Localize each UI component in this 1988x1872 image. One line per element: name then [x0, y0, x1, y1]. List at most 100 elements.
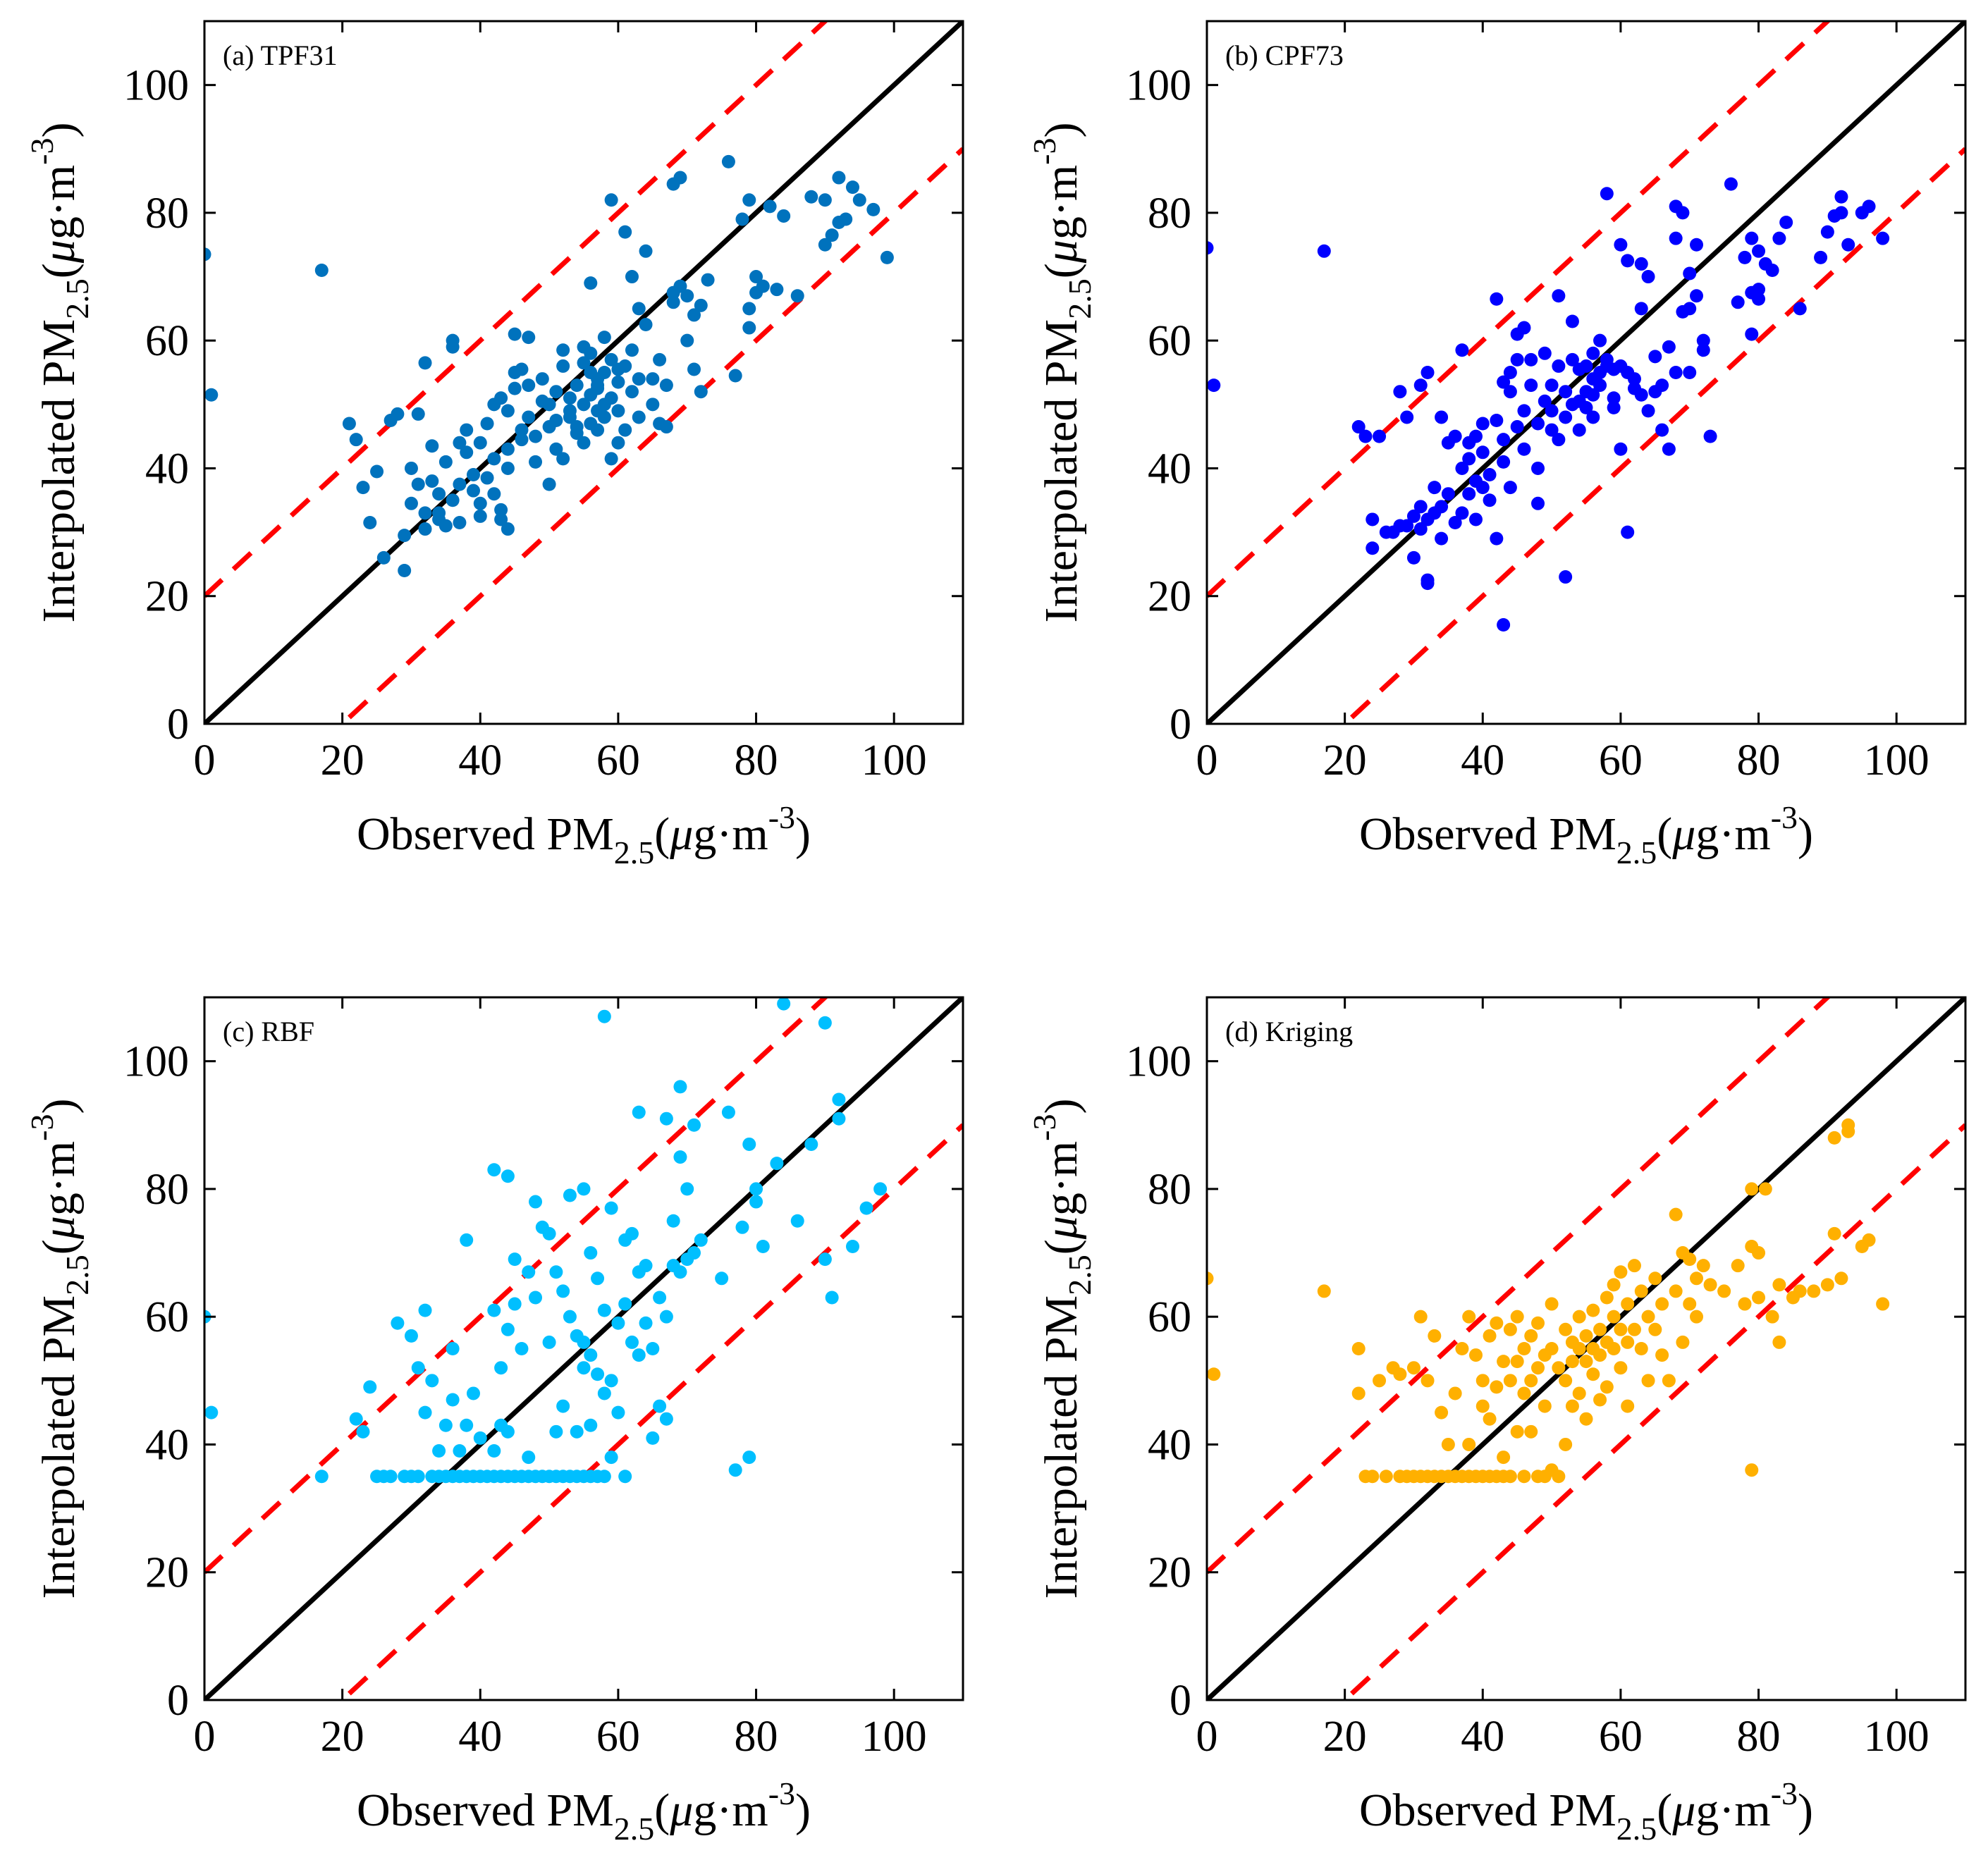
- data-point: [1820, 1278, 1834, 1292]
- data-point: [1475, 445, 1490, 460]
- data-point: [508, 1252, 522, 1267]
- data-point: [1468, 512, 1483, 526]
- y-tick-label: 100: [123, 1038, 189, 1086]
- data-point: [542, 1335, 556, 1349]
- data-point: [1614, 442, 1628, 456]
- x-tick-label: 60: [1599, 1713, 1643, 1761]
- data-point: [1351, 1386, 1366, 1400]
- axis-title-mu: μ: [1036, 1216, 1087, 1240]
- axis-title-subscript: 2.5: [614, 835, 655, 870]
- axis-title-unit-close: ): [33, 122, 85, 137]
- panel-label: (b) CPF73: [1225, 39, 1344, 71]
- data-point: [666, 1214, 680, 1228]
- y-tick-label: 100: [1126, 1038, 1191, 1086]
- data-point: [604, 452, 618, 466]
- bound-line-upper: [1207, 21, 1831, 598]
- bound-line-lower: [1341, 147, 1965, 724]
- data-point: [1545, 404, 1559, 418]
- data-point: [542, 1226, 556, 1240]
- data-point: [1621, 1335, 1635, 1349]
- data-point: [204, 247, 211, 261]
- data-point: [1490, 531, 1504, 546]
- data-point: [1531, 1361, 1545, 1375]
- plot-frame: [1205, 20, 1967, 725]
- x-tick-label: 80: [735, 1713, 778, 1761]
- data-point: [370, 464, 384, 479]
- data-point: [1393, 1367, 1407, 1381]
- data-point: [1593, 333, 1607, 347]
- data-point: [1207, 1271, 1214, 1286]
- data-point: [1524, 1329, 1538, 1343]
- data-point: [438, 455, 453, 469]
- data-point: [1531, 1316, 1545, 1330]
- data-point: [473, 509, 487, 523]
- data-point: [1545, 378, 1559, 393]
- data-point: [1565, 352, 1579, 367]
- x-axis-title: Observed PM2.5(μg·m-3): [357, 799, 811, 870]
- data-point: [1634, 388, 1648, 402]
- data-point: [825, 228, 839, 242]
- data-point: [1517, 442, 1531, 456]
- data-point: [1627, 1322, 1641, 1336]
- data-point: [1648, 1271, 1662, 1286]
- axis-title-unit-open: (: [654, 808, 670, 860]
- data-point: [549, 413, 563, 427]
- axis-title-superscript: -3: [24, 1114, 60, 1140]
- data-point: [1634, 1342, 1648, 1355]
- data-point: [508, 1297, 522, 1311]
- data-point: [818, 1016, 832, 1030]
- axis-title-mu: μ: [669, 1785, 693, 1836]
- data-point: [742, 1137, 756, 1151]
- data-point: [542, 398, 556, 412]
- data-point: [1676, 206, 1690, 220]
- data-point: [1358, 429, 1373, 443]
- x-tick-label: 80: [735, 737, 778, 784]
- data-point: [1393, 385, 1407, 399]
- data-point: [1655, 423, 1669, 437]
- plot-content: [204, 21, 963, 724]
- data-point: [1807, 1284, 1821, 1298]
- data-point: [1600, 187, 1614, 201]
- data-point: [611, 436, 625, 450]
- plot-content: [204, 997, 963, 1700]
- data-point: [494, 503, 508, 517]
- data-point: [1662, 340, 1676, 354]
- data-point: [763, 199, 777, 214]
- x-tick-label: 100: [861, 1713, 927, 1761]
- data-point: [591, 1271, 605, 1286]
- data-point: [1614, 1322, 1628, 1336]
- data-point: [597, 1009, 611, 1023]
- axis-title-unit-open: (: [33, 1239, 85, 1255]
- data-point: [508, 327, 522, 341]
- data-point: [1441, 1437, 1455, 1451]
- data-point: [1758, 1182, 1772, 1196]
- data-point: [611, 375, 625, 389]
- data-point: [1421, 573, 1435, 587]
- data-point: [604, 1201, 618, 1215]
- data-point: [515, 433, 529, 447]
- data-point: [1607, 400, 1621, 414]
- x-tick-label: 100: [1864, 1713, 1929, 1761]
- data-point: [570, 1424, 584, 1439]
- panel-label: (d) Kriging: [1225, 1016, 1353, 1047]
- data-point: [1497, 1355, 1511, 1369]
- data-point: [832, 1092, 846, 1107]
- data-point: [549, 1265, 563, 1279]
- data-point: [1614, 1361, 1628, 1375]
- data-point: [535, 372, 549, 386]
- data-point: [694, 385, 708, 399]
- data-point: [411, 1470, 425, 1484]
- data-point: [563, 391, 577, 405]
- data-point: [715, 1271, 729, 1286]
- data-point: [1413, 522, 1428, 536]
- data-point: [777, 997, 791, 1011]
- data-point: [1373, 429, 1387, 443]
- data-point: [487, 1444, 501, 1458]
- data-point: [1827, 1226, 1841, 1240]
- data-point: [204, 1405, 219, 1420]
- data-point: [1738, 250, 1752, 264]
- data-point: [570, 420, 584, 434]
- data-point: [625, 385, 639, 399]
- data-point: [1462, 487, 1476, 501]
- data-point: [728, 369, 742, 383]
